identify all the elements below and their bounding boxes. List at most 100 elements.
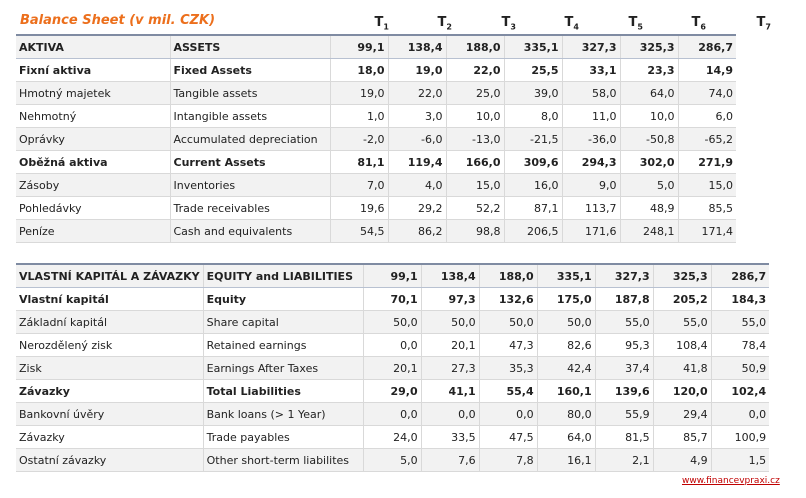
value-cell: 138,4 xyxy=(421,263,480,288)
value-cell: 15,0 xyxy=(678,173,736,197)
value-cell: 2,1 xyxy=(595,448,654,472)
period-header: T3 xyxy=(501,15,516,32)
value-cell: 5,0 xyxy=(620,173,679,197)
value-cell: 325,3 xyxy=(620,34,679,59)
value-cell: 58,0 xyxy=(562,81,621,105)
value-cell: 327,3 xyxy=(595,263,654,288)
value-cell: 120,0 xyxy=(653,379,712,403)
value-cell: 248,1 xyxy=(620,219,679,243)
table-row: AKTIVA ASSETS 99,1 138,4 188,0 335,1 327,3 325,… xyxy=(16,34,736,59)
value-cell: 20,1 xyxy=(363,356,422,380)
value-cell: 327,3 xyxy=(562,34,621,59)
table-row: Oprávky Accumulated depreciation -2,0 -6,0-… xyxy=(16,127,736,151)
value-cell: 80,0 xyxy=(537,402,596,426)
value-cell: 7,6 xyxy=(421,448,480,472)
value-cell: 18,0 xyxy=(330,58,389,82)
value-cell: 78,4 xyxy=(711,333,770,357)
row-label-en: Fixed Assets xyxy=(170,58,331,82)
value-cell: 19,0 xyxy=(330,81,389,105)
period-header: T2 xyxy=(437,15,452,32)
row-label-en: Inventories xyxy=(170,173,331,197)
value-cell: 33,5 xyxy=(421,425,480,449)
value-cell: -65,2 xyxy=(678,127,736,151)
value-cell: 41,1 xyxy=(421,379,480,403)
value-cell: 132,6 xyxy=(479,287,538,311)
value-cell: 113,7 xyxy=(562,196,621,220)
value-cell: 27,3 xyxy=(421,356,480,380)
value-cell: 160,1 xyxy=(537,379,596,403)
table-row: Fixní aktiva Fixed Assets 18,0 19,0 22,0 25,5… xyxy=(16,58,736,82)
value-cell: 171,4 xyxy=(678,219,736,243)
value-cell: 22,0 xyxy=(446,58,505,82)
value-cell: 64,0 xyxy=(537,425,596,449)
value-cell: 1,5 xyxy=(711,448,770,472)
value-cell: 29,4 xyxy=(653,402,712,426)
value-cell: 55,0 xyxy=(711,310,770,334)
period-header: T7 xyxy=(756,15,771,32)
value-cell: 175,0 xyxy=(537,287,596,311)
value-cell: 54,5 xyxy=(330,219,389,243)
table-row: Zásoby Inventories 7,0 4,0 15,0 16,0 9,0 5,0 15,… xyxy=(16,173,736,197)
value-cell: 188,0 xyxy=(479,263,538,288)
source-link[interactable]: www.financevpraxi.cz xyxy=(682,476,780,486)
value-cell: 3,0 xyxy=(388,104,447,128)
row-label-cz: Vlastní kapitál xyxy=(16,287,204,311)
table-row: Bankovní úvěry Bank loans (> 1 Year) 0,0 0,… xyxy=(16,402,770,426)
value-cell: 187,8 xyxy=(595,287,654,311)
value-cell: 205,2 xyxy=(653,287,712,311)
value-cell: 70,1 xyxy=(363,287,422,311)
table-row: Závazky Trade payables 24,0 33,5 47,5 64,0 81,… xyxy=(16,425,770,449)
value-cell: 0,0 xyxy=(711,402,770,426)
value-cell: -50,8 xyxy=(620,127,679,151)
value-cell: 24,0 xyxy=(363,425,422,449)
period-header: T4 xyxy=(564,15,579,32)
value-cell: 139,6 xyxy=(595,379,654,403)
row-label-cz: Bankovní úvěry xyxy=(16,402,204,426)
value-cell: 85,5 xyxy=(678,196,736,220)
row-label-cz: Pohledávky xyxy=(16,196,171,220)
value-cell: 16,0 xyxy=(504,173,563,197)
value-cell: 271,9 xyxy=(678,150,736,174)
value-cell: 4,9 xyxy=(653,448,712,472)
value-cell: 184,3 xyxy=(711,287,770,311)
value-cell: 99,1 xyxy=(363,263,422,288)
table-row: Nerozdělený zisk Retained earnings 0,0 20,1… xyxy=(16,333,770,357)
row-label-cz: Fixní aktiva xyxy=(16,58,171,82)
value-cell: 87,1 xyxy=(504,196,563,220)
row-label-en: ASSETS xyxy=(170,34,331,59)
value-cell: 302,0 xyxy=(620,150,679,174)
value-cell: 19,0 xyxy=(388,58,447,82)
row-label-en: Trade payables xyxy=(203,425,364,449)
row-label-cz: Závazky xyxy=(16,379,204,403)
row-label-cz: AKTIVA xyxy=(16,34,171,59)
row-label-en: Accumulated depreciation xyxy=(170,127,331,151)
value-cell: -6,0 xyxy=(388,127,447,151)
value-cell: 29,0 xyxy=(363,379,422,403)
value-cell: -36,0 xyxy=(562,127,621,151)
value-cell: 102,4 xyxy=(711,379,770,403)
table-row: VLASTNÍ KAPITÁL A ZÁVAZKY EQUITY and LIAB… xyxy=(16,263,770,288)
assets-table: AKTIVA ASSETS 99,1 138,4 188,0 335,1 327,3 325,… xyxy=(16,34,736,243)
value-cell: 20,1 xyxy=(421,333,480,357)
row-label-cz: VLASTNÍ KAPITÁL A ZÁVAZKY xyxy=(16,263,204,288)
value-cell: 39,0 xyxy=(504,81,563,105)
value-cell: 99,1 xyxy=(330,34,389,59)
value-cell: -2,0 xyxy=(330,127,389,151)
value-cell: 55,4 xyxy=(479,379,538,403)
row-label-en: Retained earnings xyxy=(203,333,364,357)
value-cell: 206,5 xyxy=(504,219,563,243)
value-cell: 81,5 xyxy=(595,425,654,449)
period-header: T5 xyxy=(628,15,643,32)
value-cell: 22,0 xyxy=(388,81,447,105)
period-header: T1 xyxy=(374,15,389,32)
row-label-cz: Nerozdělený zisk xyxy=(16,333,204,357)
value-cell: 52,2 xyxy=(446,196,505,220)
value-cell: 8,0 xyxy=(504,104,563,128)
value-cell: 81,1 xyxy=(330,150,389,174)
value-cell: 188,0 xyxy=(446,34,505,59)
value-cell: 47,5 xyxy=(479,425,538,449)
table-row: Základní kapitál Share capital 50,0 50,0 50,… xyxy=(16,310,770,334)
value-cell: 10,0 xyxy=(446,104,505,128)
value-cell: 50,0 xyxy=(479,310,538,334)
value-cell: 10,0 xyxy=(620,104,679,128)
